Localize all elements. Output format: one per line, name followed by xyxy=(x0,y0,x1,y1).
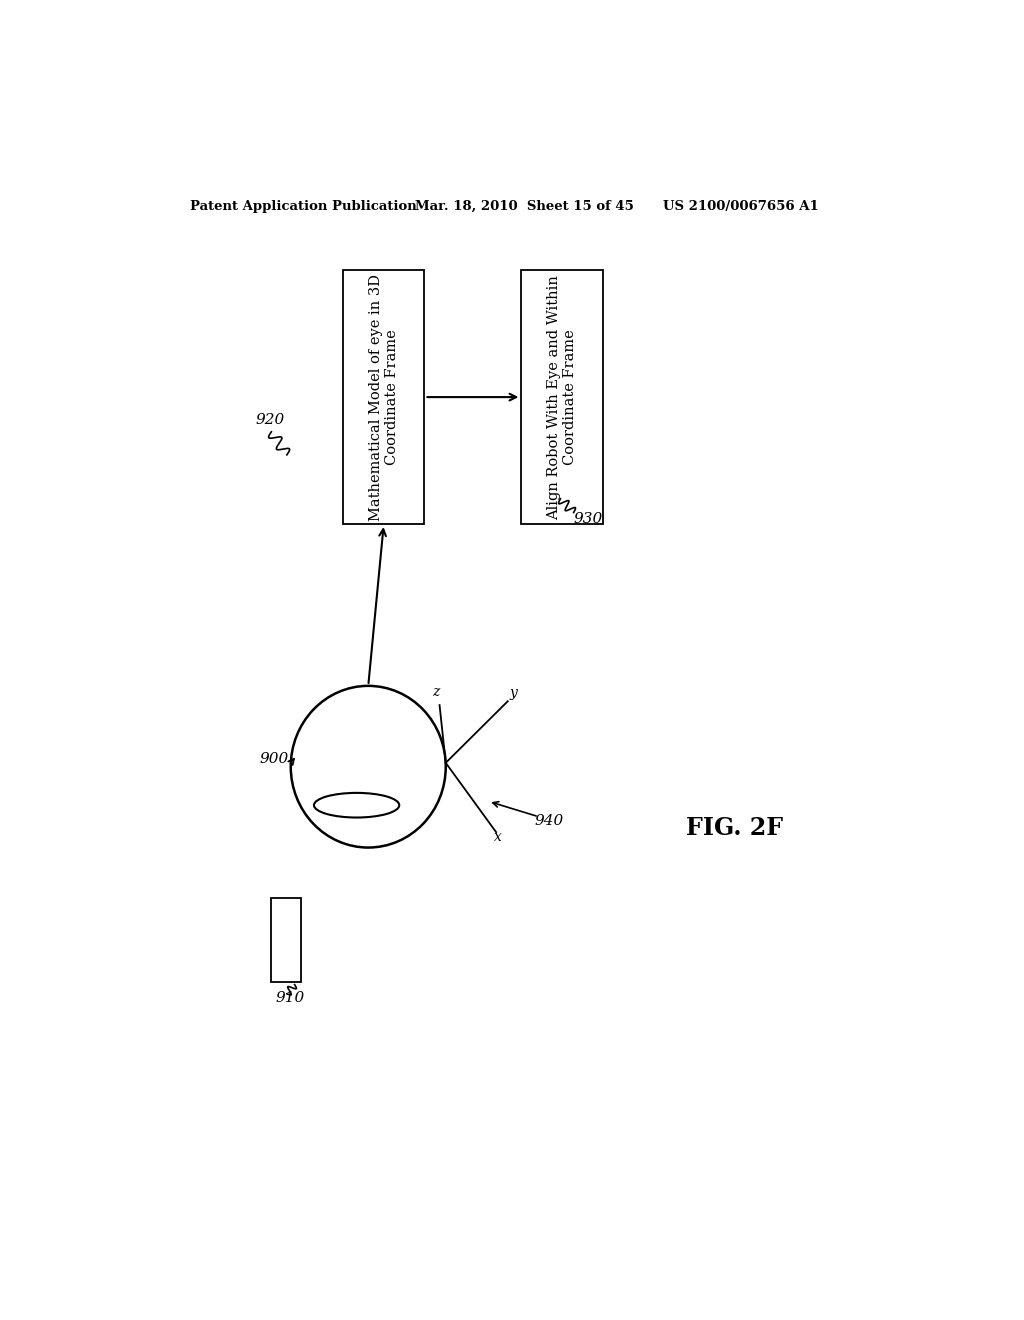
Text: 900: 900 xyxy=(260,752,289,766)
Text: z: z xyxy=(432,685,439,698)
Bar xyxy=(343,271,424,524)
Text: 940: 940 xyxy=(535,813,564,828)
Text: US 2100/0067656 A1: US 2100/0067656 A1 xyxy=(663,199,818,213)
Text: 930: 930 xyxy=(573,512,603,525)
Text: 920: 920 xyxy=(256,413,285,428)
Text: Patent Application Publication: Patent Application Publication xyxy=(190,199,417,213)
Text: Mar. 18, 2010  Sheet 15 of 45: Mar. 18, 2010 Sheet 15 of 45 xyxy=(415,199,634,213)
Text: x: x xyxy=(494,830,502,845)
Bar xyxy=(521,271,603,524)
Bar xyxy=(271,898,301,982)
Text: Align Robot With Eye and Within
Coordinate Frame: Align Robot With Eye and Within Coordina… xyxy=(547,275,578,520)
Text: Mathematical Model of eye in 3D
Coordinate Frame: Mathematical Model of eye in 3D Coordina… xyxy=(369,273,399,520)
Text: FIG. 2F: FIG. 2F xyxy=(686,816,783,841)
Text: 910: 910 xyxy=(275,991,304,1005)
Text: y: y xyxy=(510,686,518,701)
